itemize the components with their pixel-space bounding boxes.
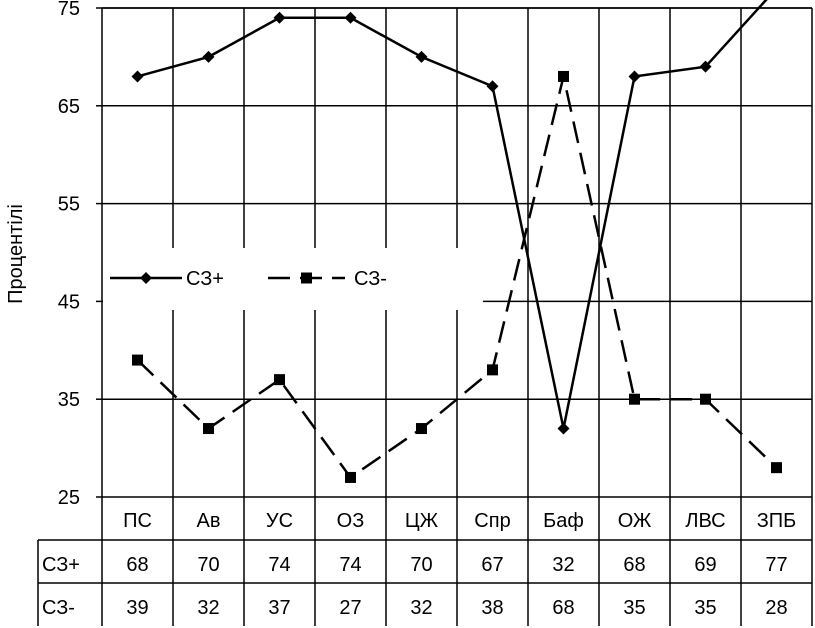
x-tick-label: ЦЖ	[405, 510, 439, 532]
y-tick-label: 55	[58, 194, 80, 216]
table-cell-value: 32	[552, 554, 574, 576]
data-point-marker	[771, 462, 782, 474]
y-tick-label: 45	[58, 291, 80, 313]
data-point-marker	[132, 354, 143, 366]
table-cell-value: 67	[481, 554, 503, 576]
data-point-marker	[345, 471, 356, 483]
table-cell-value: 35	[623, 597, 645, 619]
y-tick-label: 35	[58, 389, 80, 411]
legend-swatch-marker	[301, 272, 312, 284]
x-tick-label: ПС	[123, 510, 152, 532]
legend: СЗ+ СЗ-	[103, 248, 483, 310]
table-cell-value: 28	[765, 597, 787, 619]
y-axis-ticks: 25 35 45 55 65 75	[58, 0, 80, 509]
data-point-marker	[415, 50, 428, 63]
x-tick-label: Ав	[197, 510, 221, 532]
series-line-1	[137, 0, 768, 429]
data-point-marker	[203, 423, 214, 435]
y-axis-label: Процентілі	[5, 204, 27, 304]
table-cell-value: 70	[197, 554, 219, 576]
data-point-marker	[700, 393, 711, 405]
data-point-marker	[486, 80, 499, 93]
table-cell-value: 68	[623, 554, 645, 576]
data-point-marker	[558, 70, 569, 82]
data-table: ПС Ав УС ОЗ ЦЖ Спр Баф ОЖ ЛВС ЗПБ СЗ+ 68 70 74 74 70 67 3…	[37, 510, 812, 626]
chart-series-markers	[131, 11, 782, 483]
chart-series-lines	[136, 0, 778, 480]
table-cell-value: 70	[410, 554, 432, 576]
x-tick-label: ОЗ	[337, 510, 365, 532]
x-tick-label: УС	[266, 510, 293, 532]
data-point-marker	[274, 374, 285, 386]
legend-label: СЗ+	[186, 268, 224, 290]
data-point-marker	[557, 422, 570, 435]
table-cell-value: 68	[552, 597, 574, 619]
y-tick-label: 75	[58, 0, 80, 20]
data-point-marker	[629, 393, 640, 405]
table-cell-value: 37	[268, 597, 290, 619]
table-cell-value: 77	[765, 554, 787, 576]
x-tick-label: Баф	[543, 510, 584, 532]
data-point-marker	[628, 70, 641, 83]
data-point-marker	[273, 11, 286, 24]
table-cell-value: 39	[126, 597, 148, 619]
legend-label: СЗ-	[354, 268, 387, 290]
x-tick-label: ЗПБ	[757, 510, 797, 532]
x-tick-label: Спр	[474, 510, 510, 532]
data-point-marker	[487, 364, 498, 376]
chart-grid	[96, 7, 813, 626]
y-tick-label: 25	[58, 487, 80, 509]
y-tick-label: 65	[58, 96, 80, 118]
table-cell-value: 68	[126, 554, 148, 576]
data-point-marker	[131, 70, 144, 83]
table-row-header: СЗ-	[42, 597, 75, 619]
legend-swatch-marker	[140, 272, 152, 284]
table-cell-value: 27	[339, 597, 361, 619]
x-tick-label: ЛВС	[685, 510, 725, 532]
table-cell-value: 74	[268, 554, 290, 576]
series-line-2	[136, 76, 778, 480]
data-point-marker	[699, 60, 712, 73]
data-point-marker	[344, 11, 357, 24]
table-cell-value: 74	[339, 554, 361, 576]
table-row-header: СЗ+	[42, 554, 80, 576]
data-point-marker	[202, 50, 215, 63]
table-cell-value: 32	[197, 597, 219, 619]
table-cell-value: 69	[694, 554, 716, 576]
x-tick-label: ОЖ	[618, 510, 652, 532]
table-cell-value: 38	[481, 597, 503, 619]
data-point-marker	[416, 423, 427, 435]
table-cell-value: 35	[694, 597, 716, 619]
table-cell-value: 32	[410, 597, 432, 619]
